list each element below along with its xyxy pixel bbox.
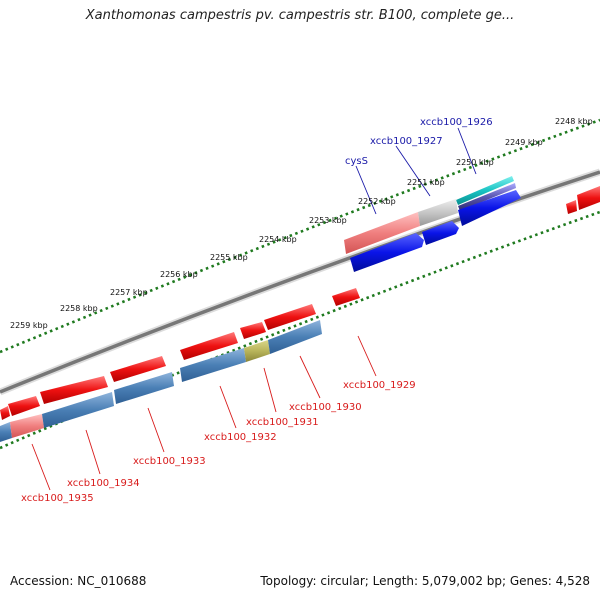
gene-red-far-1[interactable] xyxy=(566,200,577,214)
gene-grey-segment[interactable] xyxy=(418,199,458,226)
kbp-label: 2255 kbp xyxy=(210,253,248,262)
gene-label-xccb100_1933[interactable]: xccb100_1933 xyxy=(133,456,206,467)
gene-olive-e[interactable] xyxy=(244,340,270,362)
gene-label-xccb100_1927[interactable]: xccb100_1927 xyxy=(370,136,443,147)
gene-blue-2[interactable] xyxy=(422,221,459,245)
gene-red-g[interactable] xyxy=(264,304,316,330)
gene-red-a[interactable] xyxy=(0,406,10,420)
gene-cluster-right xyxy=(344,176,600,272)
gene-steel-a[interactable] xyxy=(0,422,12,442)
kbp-label: 2259 kbp xyxy=(10,321,48,330)
gene-steel-f[interactable] xyxy=(268,320,322,354)
kbp-label: 2253 kbp xyxy=(309,216,347,225)
gene-label-xccb100_1929[interactable]: xccb100_1929 xyxy=(343,380,416,391)
kbp-label: 2258 kbp xyxy=(60,304,98,313)
gene-labels: xccb100_1926 xccb100_1927 cysS xccb100_1… xyxy=(21,117,493,504)
map-title: Xanthomonas campestris pv. campestris st… xyxy=(85,8,515,23)
gene-red-d[interactable] xyxy=(110,356,166,382)
gene-cysS[interactable] xyxy=(344,212,420,254)
kbp-label: 2252 kbp xyxy=(358,197,396,206)
label-leader-lines xyxy=(31,127,477,491)
gene-steel-b[interactable] xyxy=(42,392,114,428)
gene-label-xccb100_1935[interactable]: xccb100_1935 xyxy=(21,493,94,504)
kbp-label: 2254 kbp xyxy=(259,235,297,244)
gene-red-b[interactable] xyxy=(8,396,40,416)
gene-red-e[interactable] xyxy=(180,332,238,360)
gene-blue-forward[interactable] xyxy=(458,190,521,226)
kbp-labels: 2248 kbp 2249 kbp 2250 kbp 2251 kbp 2252… xyxy=(10,117,593,330)
gene-xccb100_1927[interactable] xyxy=(458,183,516,211)
gene-label-xccb100_1926[interactable]: xccb100_1926 xyxy=(420,117,493,128)
gene-label-xccb100_1934[interactable]: xccb100_1934 xyxy=(67,478,140,489)
gene-label-cysS[interactable]: cysS xyxy=(345,156,368,167)
gene-label-xccb100_1930[interactable]: xccb100_1930 xyxy=(289,402,362,413)
topology-summary: Topology: circular; Length: 5,079,002 bp… xyxy=(260,574,590,588)
gene-red-c[interactable] xyxy=(40,376,108,404)
gene-steel-d[interactable] xyxy=(180,348,246,382)
gene-red-f[interactable] xyxy=(240,322,266,339)
kbp-label: 2248 kbp xyxy=(555,117,593,126)
gene-steel-c[interactable] xyxy=(114,372,174,404)
kbp-label: 2250 kbp xyxy=(456,158,494,167)
gene-red-h[interactable] xyxy=(332,288,360,306)
gene-label-xccb100_1931[interactable]: xccb100_1931 xyxy=(246,417,319,428)
gene-xccb100_1926[interactable] xyxy=(456,176,514,205)
kbp-label: 2249 kbp xyxy=(505,138,543,147)
gene-red-far-2[interactable] xyxy=(577,186,600,210)
gene-cluster-left xyxy=(0,288,360,442)
kbp-label: 2257 kbp xyxy=(110,288,148,297)
gene-blue-1[interactable] xyxy=(350,233,424,272)
outer-tick-track xyxy=(0,118,600,354)
genome-backbone xyxy=(0,168,600,396)
gene-pink-a[interactable] xyxy=(10,414,44,438)
kbp-label: 2256 kbp xyxy=(160,270,198,279)
kbp-label: 2251 kbp xyxy=(407,178,445,187)
accession-text: Accession: NC_010688 xyxy=(10,574,147,588)
gene-label-xccb100_1932[interactable]: xccb100_1932 xyxy=(204,432,277,443)
